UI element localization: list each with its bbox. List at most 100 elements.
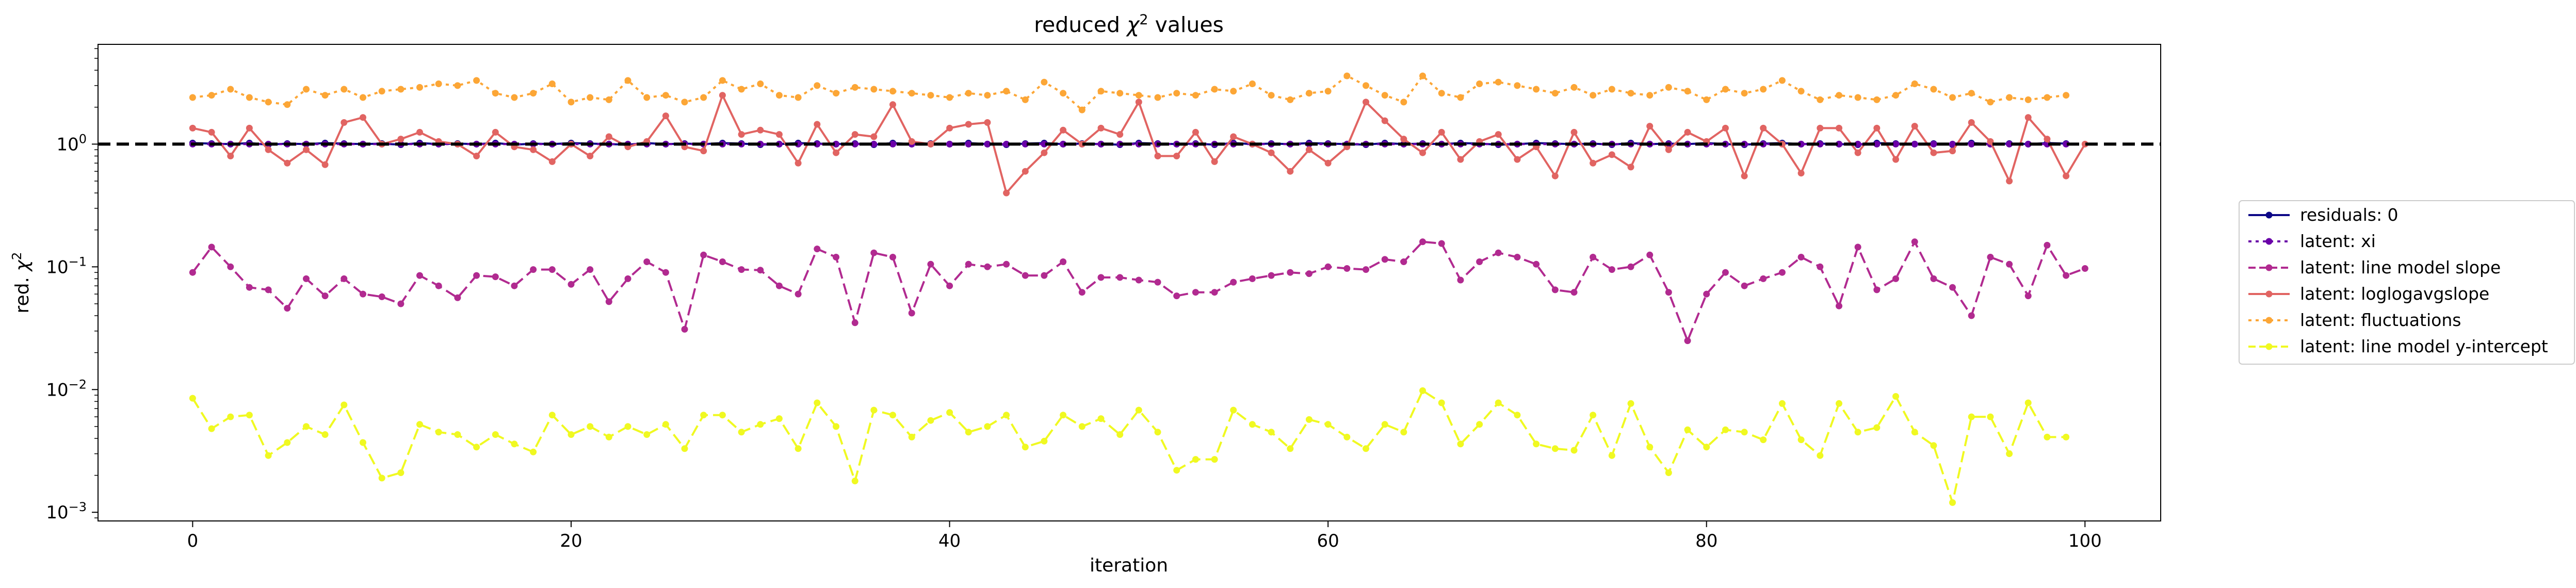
data-point bbox=[1646, 123, 1654, 130]
data-point bbox=[2006, 177, 2013, 185]
data-point bbox=[1192, 456, 1199, 463]
data-point bbox=[378, 293, 385, 300]
data-point bbox=[492, 431, 499, 438]
data-point bbox=[1551, 90, 1559, 97]
data-point bbox=[908, 309, 915, 317]
data-point bbox=[2063, 272, 2070, 279]
data-point bbox=[1457, 276, 1464, 284]
data-point bbox=[2044, 136, 2051, 143]
data-point bbox=[1495, 131, 1502, 138]
data-point bbox=[341, 119, 348, 126]
data-point bbox=[795, 290, 802, 298]
data-point bbox=[946, 409, 953, 416]
data-point bbox=[1684, 337, 1691, 345]
data-point bbox=[1438, 399, 1445, 406]
data-point bbox=[1003, 260, 1010, 268]
data-point bbox=[1003, 189, 1010, 197]
data-point bbox=[795, 159, 802, 167]
data-point bbox=[624, 423, 631, 430]
data-point bbox=[246, 124, 253, 132]
data-point bbox=[473, 272, 480, 279]
data-point bbox=[1817, 96, 1824, 103]
data-point bbox=[1097, 274, 1105, 281]
data-point bbox=[1476, 258, 1483, 265]
data-point bbox=[1854, 429, 1861, 436]
data-point bbox=[1836, 400, 1842, 407]
legend-marker bbox=[2265, 290, 2273, 298]
data-point bbox=[2006, 450, 2013, 458]
data-point bbox=[1363, 82, 1369, 89]
data-point bbox=[757, 80, 764, 87]
legend-label: residuals: 0 bbox=[2300, 205, 2399, 225]
data-point bbox=[965, 140, 972, 148]
data-point bbox=[643, 431, 651, 438]
data-point bbox=[1551, 172, 1559, 179]
data-point bbox=[1968, 90, 1975, 97]
data-point bbox=[1854, 140, 1861, 148]
data-point bbox=[1608, 151, 1615, 158]
data-point bbox=[1570, 128, 1578, 136]
data-point bbox=[1533, 260, 1540, 268]
data-point bbox=[1022, 140, 1029, 148]
data-point bbox=[2044, 241, 2051, 249]
data-point bbox=[605, 298, 612, 305]
data-point bbox=[1230, 133, 1237, 140]
data-point bbox=[1419, 72, 1426, 79]
data-point bbox=[303, 86, 310, 93]
data-point bbox=[587, 153, 594, 159]
data-point bbox=[1116, 274, 1124, 281]
data-point bbox=[1722, 426, 1729, 433]
data-point bbox=[1817, 452, 1824, 459]
data-point bbox=[643, 94, 651, 101]
legend-marker bbox=[2265, 264, 2273, 271]
data-point bbox=[1760, 86, 1767, 93]
legend-label: latent: line model slope bbox=[2300, 257, 2501, 277]
data-point bbox=[1930, 140, 1937, 148]
data-point bbox=[946, 94, 953, 101]
data-point bbox=[833, 140, 839, 148]
data-point bbox=[795, 94, 802, 101]
data-point bbox=[1627, 400, 1634, 407]
data-point bbox=[1930, 275, 1937, 282]
data-point bbox=[851, 140, 858, 148]
y-tick-label: 10−3 bbox=[46, 500, 87, 523]
data-point bbox=[1760, 275, 1767, 282]
legend-marker bbox=[2265, 343, 2273, 350]
data-point bbox=[1533, 86, 1540, 93]
data-point bbox=[795, 140, 802, 148]
data-point bbox=[1892, 275, 1899, 282]
data-point bbox=[605, 96, 612, 103]
x-axis: 0 20 40 60 80 100 bbox=[187, 521, 2102, 551]
data-point bbox=[1154, 279, 1161, 286]
data-point bbox=[946, 124, 953, 132]
data-point bbox=[1949, 284, 1956, 291]
data-point bbox=[1305, 416, 1313, 423]
data-point bbox=[1457, 156, 1464, 163]
data-point bbox=[775, 92, 783, 99]
data-point bbox=[1438, 240, 1445, 247]
data-point bbox=[1722, 124, 1729, 132]
data-point bbox=[1968, 413, 1975, 420]
data-point bbox=[965, 90, 972, 97]
data-point bbox=[1324, 421, 1332, 428]
data-point bbox=[775, 415, 783, 422]
data-point bbox=[189, 124, 196, 132]
data-point bbox=[814, 82, 821, 89]
data-point bbox=[681, 99, 688, 106]
data-point bbox=[927, 140, 934, 148]
y-tick-label: 10−1 bbox=[46, 254, 87, 277]
data-point bbox=[1665, 289, 1672, 296]
data-point bbox=[265, 452, 272, 459]
data-point bbox=[1097, 124, 1105, 132]
data-point bbox=[662, 421, 669, 428]
data-point bbox=[870, 140, 878, 148]
data-point bbox=[1836, 140, 1842, 148]
data-point bbox=[1703, 290, 1710, 298]
data-point bbox=[605, 133, 612, 140]
data-point bbox=[568, 431, 575, 438]
data-point bbox=[1400, 136, 1407, 143]
data-point bbox=[1041, 78, 1048, 86]
data-point bbox=[1173, 153, 1180, 159]
data-point bbox=[1968, 312, 1975, 319]
data-point bbox=[265, 99, 272, 106]
